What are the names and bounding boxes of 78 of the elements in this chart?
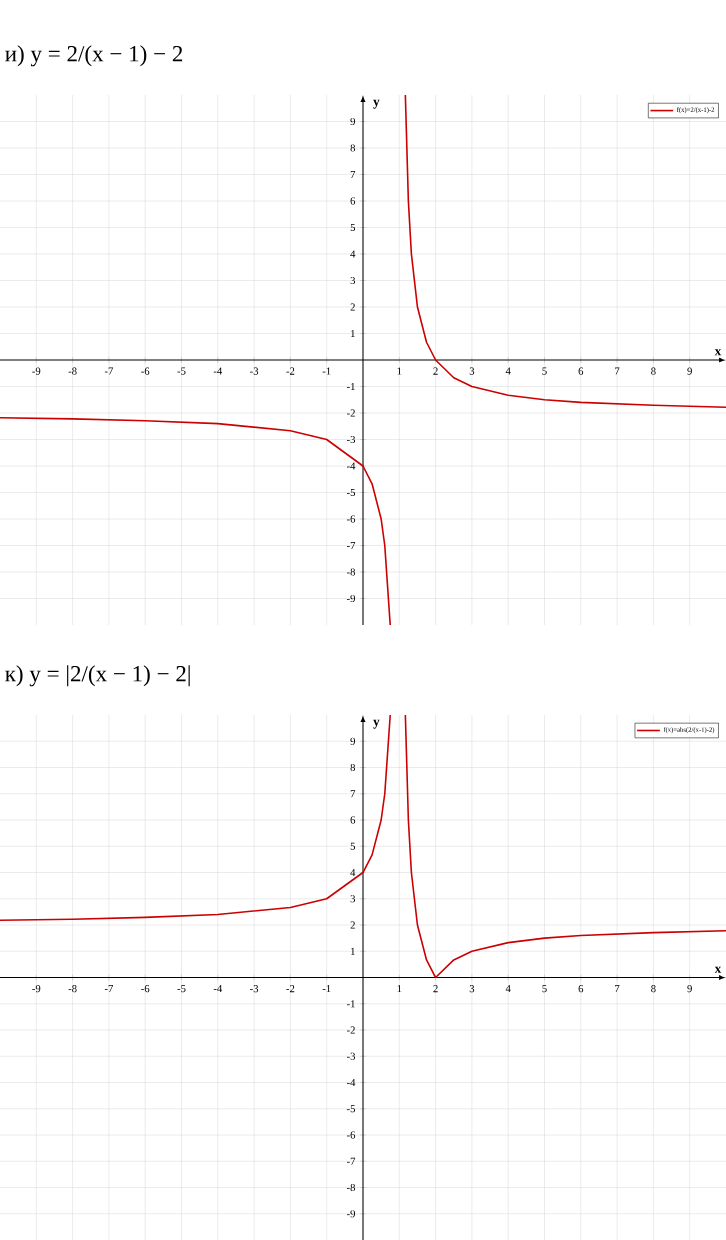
y-tick-label: 9 <box>350 117 355 126</box>
y-tick-label: -9 <box>346 1210 355 1218</box>
x-tick-label: 5 <box>542 985 547 993</box>
x-tick-label: 6 <box>578 985 584 993</box>
y-tick-label: -6 <box>346 515 356 523</box>
x-tick-label: -1 <box>322 985 331 993</box>
y-axis-title: y <box>373 719 380 729</box>
y-tick-label: -1 <box>346 1000 355 1008</box>
y-tick-label: 2 <box>350 921 355 929</box>
y-tick-label: 4 <box>350 868 356 877</box>
y-tick-label: 1 <box>351 947 355 955</box>
x-tick-label: 1 <box>397 367 402 375</box>
y-tick-label: 8 <box>350 144 356 152</box>
y-tick-label: -2 <box>346 409 355 417</box>
x-tick-label: 1 <box>397 985 402 993</box>
x-tick-label: 2 <box>433 367 438 375</box>
y-tick-label: 1 <box>351 329 355 338</box>
y-tick-label: 6 <box>350 816 356 824</box>
x-tick-label: 4 <box>505 985 511 993</box>
x-axis-title: x <box>714 966 722 973</box>
y-tick-label: -4 <box>346 462 356 470</box>
y-tick-label: 3 <box>350 895 356 903</box>
x-tick-label: -4 <box>213 985 223 993</box>
y-tick-label: 4 <box>350 250 356 258</box>
chart-title: к) y = |2/(x − 1) − 2| <box>5 665 190 687</box>
x-tick-label: -9 <box>32 367 41 375</box>
y-tick-label: 8 <box>350 763 356 772</box>
x-tick-label: -9 <box>32 985 41 993</box>
x-tick-label: 3 <box>469 985 475 993</box>
x-tick-label: -6 <box>141 985 150 993</box>
y-tick-label: 9 <box>350 737 355 745</box>
y-tick-label: -6 <box>346 1131 356 1139</box>
y-tick-label: -8 <box>346 568 356 576</box>
y-tick-label: 5 <box>350 842 356 850</box>
y-tick-label: -5 <box>346 1105 356 1113</box>
y-tick-label: 5 <box>350 223 356 232</box>
x-tick-label: 7 <box>615 367 620 375</box>
x-tick-label: 8 <box>651 367 656 375</box>
x-tick-label: -8 <box>68 367 77 375</box>
x-tick-label: 7 <box>615 985 620 993</box>
x-tick-label: 3 <box>469 367 475 375</box>
x-tick-label: -7 <box>104 367 114 375</box>
y-tick-label: -3 <box>346 435 356 444</box>
x-tick-label: -7 <box>104 985 114 993</box>
y-tick-label: -8 <box>346 1183 356 1192</box>
y-tick-label: -7 <box>346 1157 356 1165</box>
x-tick-label: -2 <box>286 985 295 993</box>
y-tick-label: -5 <box>346 488 356 497</box>
x-tick-label: 4 <box>505 367 511 375</box>
y-tick-label: -3 <box>346 1052 356 1060</box>
x-tick-label: -1 <box>322 367 331 375</box>
x-tick-label: 2 <box>433 985 438 993</box>
y-axis-title: y <box>373 99 380 109</box>
y-tick-label: 6 <box>350 197 356 205</box>
x-tick-label: -5 <box>177 985 186 993</box>
y-tick-label: 2 <box>350 303 355 311</box>
x-tick-label: -5 <box>177 367 186 375</box>
x-tick-label: 6 <box>578 367 584 375</box>
y-tick-label: -2 <box>346 1026 355 1034</box>
x-tick-label: 5 <box>542 367 547 375</box>
x-tick-label: -3 <box>250 985 259 993</box>
x-tick-label: 8 <box>651 985 656 993</box>
x-axis-title: x <box>714 349 722 356</box>
x-tick-label: -4 <box>213 367 223 375</box>
y-tick-label: 7 <box>350 171 356 178</box>
y-tick-label: -1 <box>346 382 355 391</box>
x-tick-label: -6 <box>141 367 150 375</box>
y-tick-label: -4 <box>346 1079 356 1087</box>
x-tick-label: 9 <box>687 367 692 375</box>
x-tick-label: -8 <box>68 985 77 993</box>
y-tick-label: -7 <box>346 542 356 549</box>
y-tick-label: 7 <box>350 790 356 798</box>
x-tick-label: 9 <box>687 985 692 993</box>
x-tick-label: -2 <box>286 367 295 375</box>
y-tick-label: -9 <box>346 594 355 603</box>
y-tick-label: 3 <box>350 276 356 285</box>
x-tick-label: -3 <box>250 367 259 375</box>
chart-title: и) y = 2/(x − 1) − 2 <box>5 45 183 67</box>
